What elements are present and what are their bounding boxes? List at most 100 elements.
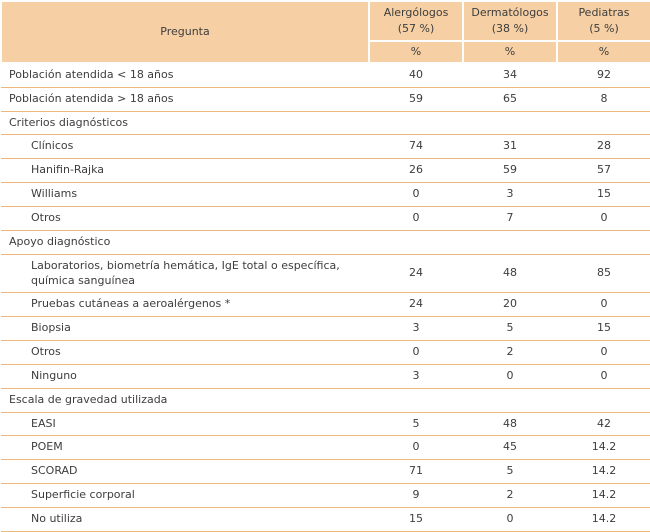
row-value-alergologos: 24 — [369, 292, 463, 318]
header-col-title: Alergólogos — [383, 6, 449, 20]
row-label: Clínicos — [1, 134, 369, 160]
row-value-pediatras: 15 — [557, 182, 650, 207]
table-row: Clínicos 74 31 28 — [1, 134, 650, 160]
row-value-alergologos: 0 — [369, 435, 463, 461]
row-label: Otros — [1, 340, 369, 365]
row-value-dermatologos: 34 — [463, 62, 557, 88]
row-value-dermatologos: 5 — [463, 459, 557, 485]
row-value-dermatologos: 45 — [463, 435, 557, 461]
table-row: Otros 0 2 0 — [1, 340, 650, 365]
row-value-pediatras: 14.2 — [557, 507, 650, 532]
table-row: Williams 0 3 15 — [1, 182, 650, 207]
row-value-alergologos: 40 — [369, 62, 463, 88]
row-value-dermatologos: 2 — [463, 483, 557, 508]
table-row: Laboratorios, biometría hemática, IgE to… — [1, 254, 650, 294]
row-value-alergologos: 0 — [369, 340, 463, 365]
table-row: Biopsia 3 5 15 — [1, 316, 650, 342]
row-value-alergologos: 24 — [369, 254, 463, 294]
row-value-alergologos: 59 — [369, 87, 463, 112]
row-value-alergologos: 3 — [369, 316, 463, 342]
header-col-pediatras: Pediatras (5 %) — [556, 0, 650, 42]
row-value-dermatologos: 5 — [463, 316, 557, 342]
row-value-pediatras: 0 — [557, 206, 650, 231]
row-value-alergologos: 0 — [369, 182, 463, 207]
table-row: Pruebas cutáneas a aeroalérgenos * 24 20… — [1, 292, 650, 318]
row-value-pediatras: 8 — [557, 87, 650, 112]
row-value-pediatras: 85 — [557, 254, 650, 294]
row-value-alergologos — [369, 230, 463, 255]
table-row: No utiliza 15 0 14.2 — [1, 507, 650, 532]
row-value-pediatras: 0 — [557, 340, 650, 365]
header-unit-alergologos: % — [368, 40, 464, 64]
row-value-dermatologos — [463, 230, 557, 255]
row-label: Superficie corporal — [1, 483, 369, 508]
row-value-pediatras — [557, 111, 650, 136]
row-value-pediatras: 28 — [557, 134, 650, 160]
row-label: Escala de gravedad utilizada — [1, 388, 369, 413]
header-pregunta: Pregunta — [0, 0, 370, 64]
row-value-alergologos: 9 — [369, 483, 463, 508]
row-value-pediatras — [557, 230, 650, 255]
table-row: Hanifin-Rajka 26 59 57 — [1, 158, 650, 184]
row-label: Población atendida < 18 años — [1, 62, 369, 88]
row-label: Apoyo diagnóstico — [1, 230, 369, 255]
row-value-dermatologos: 65 — [463, 87, 557, 112]
row-value-pediatras — [557, 388, 650, 413]
row-label: Williams — [1, 182, 369, 207]
table-body: Población atendida < 18 años 40 34 92 Po… — [1, 62, 650, 532]
row-label: Pruebas cutáneas a aeroalérgenos * — [1, 292, 369, 318]
row-value-dermatologos: 31 — [463, 134, 557, 160]
table-row: POEM 0 45 14.2 — [1, 435, 650, 461]
row-value-pediatras: 57 — [557, 158, 650, 184]
row-label: Ninguno — [1, 364, 369, 389]
table-row: Población atendida < 18 años 40 34 92 — [1, 62, 650, 88]
row-value-dermatologos: 3 — [463, 182, 557, 207]
row-label: POEM — [1, 435, 369, 461]
row-value-alergologos: 0 — [369, 206, 463, 231]
row-value-alergologos: 74 — [369, 134, 463, 160]
table-row: Ninguno 3 0 0 — [1, 364, 650, 389]
header-col-alergologos: Alergólogos (57 %) — [368, 0, 464, 42]
header-col-subtitle: (5 %) — [589, 22, 619, 35]
row-value-alergologos: 3 — [369, 364, 463, 389]
table-row: SCORAD 71 5 14.2 — [1, 459, 650, 485]
row-label: EASI — [1, 412, 369, 437]
row-value-dermatologos: 0 — [463, 507, 557, 532]
row-value-alergologos — [369, 111, 463, 136]
row-label: Otros — [1, 206, 369, 231]
row-value-alergologos — [369, 388, 463, 413]
row-value-dermatologos: 48 — [463, 412, 557, 437]
row-label: Criterios diagnósticos — [1, 111, 369, 136]
header-col-subtitle: (38 %) — [491, 22, 529, 35]
row-value-dermatologos: 0 — [463, 364, 557, 389]
table-row: EASI 5 48 42 — [1, 412, 650, 437]
row-value-dermatologos: 2 — [463, 340, 557, 365]
row-value-pediatras: 0 — [557, 292, 650, 318]
row-value-alergologos: 5 — [369, 412, 463, 437]
row-label: Laboratorios, biometría hemática, IgE to… — [1, 254, 369, 294]
table-row: Superficie corporal 9 2 14.2 — [1, 483, 650, 508]
header-unit-pediatras: % — [556, 40, 650, 64]
row-value-pediatras: 14.2 — [557, 435, 650, 461]
header-col-dermatologos: Dermatólogos (38 %) — [462, 0, 558, 42]
header-col-title: Pediatras — [578, 6, 630, 20]
row-value-dermatologos: 7 — [463, 206, 557, 231]
row-label: No utiliza — [1, 507, 369, 532]
row-value-dermatologos: 48 — [463, 254, 557, 294]
row-value-dermatologos: 20 — [463, 292, 557, 318]
row-label: Biopsia — [1, 316, 369, 342]
header-unit-dermatologos: % — [462, 40, 558, 64]
row-value-pediatras: 14.2 — [557, 483, 650, 508]
row-value-alergologos: 15 — [369, 507, 463, 532]
row-label: Hanifin-Rajka — [1, 158, 369, 184]
table-row: Otros 0 7 0 — [1, 206, 650, 231]
row-value-pediatras: 42 — [557, 412, 650, 437]
row-value-alergologos: 71 — [369, 459, 463, 485]
table-row: Criterios diagnósticos — [1, 111, 650, 136]
table-header: Pregunta Alergólogos (57 %) Dermatólogos… — [0, 0, 650, 64]
row-value-pediatras: 14.2 — [557, 459, 650, 485]
row-value-pediatras: 0 — [557, 364, 650, 389]
row-label: Población atendida > 18 años — [1, 87, 369, 112]
